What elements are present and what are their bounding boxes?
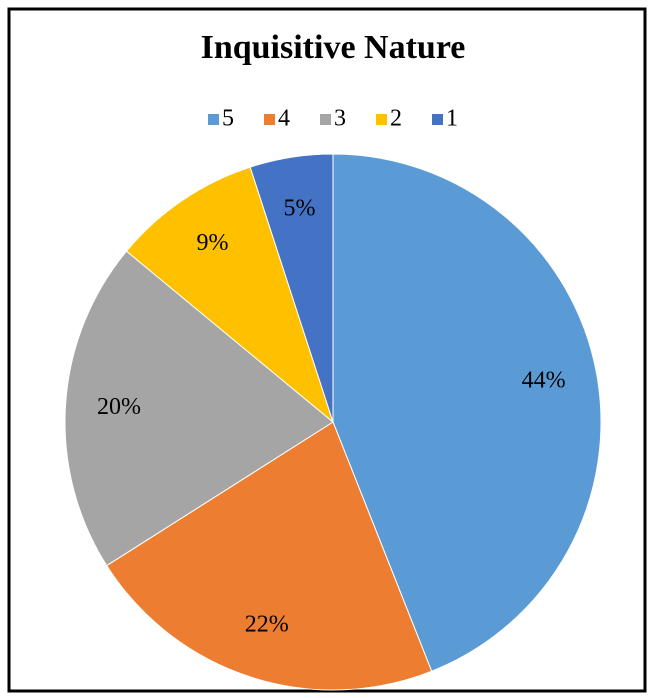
legend-label: 3 [334,106,346,132]
legend-label: 5 [222,106,234,132]
legend-label: 2 [390,106,402,132]
data-label: 20% [97,394,141,420]
legend-label: 4 [278,106,290,132]
legend-swatch [432,114,443,125]
data-label: 44% [522,367,566,393]
pie-slice [249,153,334,423]
chart-title: Inquisitive Nature [201,29,466,66]
pie-slice [125,166,335,424]
legend-label: 1 [446,106,458,132]
legend-swatch [264,114,275,125]
data-label: 9% [196,230,228,256]
legend-swatch [320,114,331,125]
pie-slice [332,153,602,672]
data-label: 22% [245,611,289,637]
pie-slice [106,421,433,691]
legend-swatch [208,114,219,125]
data-label: 5% [283,196,315,222]
pie-slice [64,250,334,567]
legend-swatch [376,114,387,125]
